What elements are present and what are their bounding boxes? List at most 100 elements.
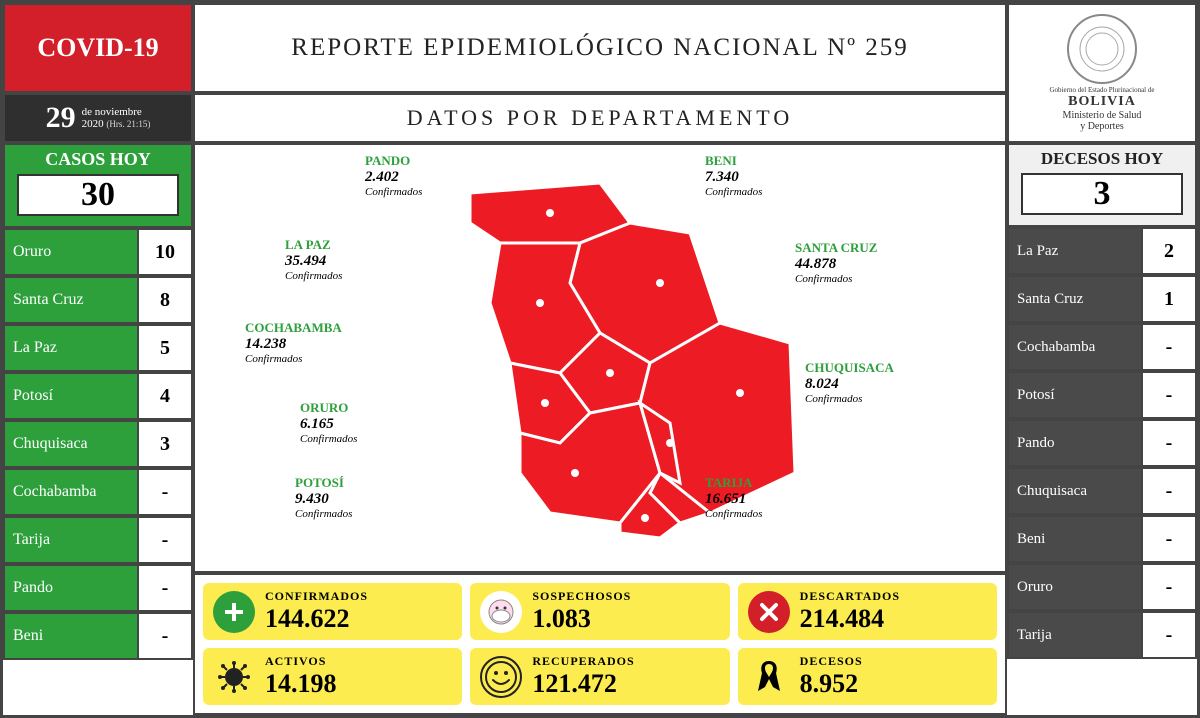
stat-value: 214.484	[800, 604, 900, 634]
stat-value: 14.198	[265, 669, 337, 699]
map-dept-count: 8.024	[805, 376, 894, 393]
map-label: PANDO2.402Confirmados	[365, 153, 422, 198]
map-dept-conf: Confirmados	[295, 508, 352, 520]
map-dept-name: TARIJA	[705, 475, 762, 491]
deaths-row: Oruro-	[1007, 563, 1197, 611]
map-dept-name: CHUQUISACA	[805, 360, 894, 376]
deaths-row-value: -	[1141, 421, 1195, 465]
cases-row: La Paz5	[3, 324, 193, 372]
cases-row: Pando-	[3, 564, 193, 612]
deaths-row-value: 2	[1141, 229, 1195, 273]
x-icon	[748, 591, 790, 633]
cases-row-label: Tarija	[5, 518, 137, 562]
map-label: BENI7.340Confirmados	[705, 153, 762, 198]
stat-card: ACTIVOS14.198	[203, 648, 462, 705]
smile-icon	[480, 656, 522, 698]
stat-title: DESCARTADOS	[800, 589, 900, 604]
deaths-header: DECESOS HOY	[1013, 149, 1191, 169]
deaths-row: Pando-	[1007, 419, 1197, 467]
map-dept-count: 6.165	[300, 416, 357, 433]
deaths-row-label: Cochabamba	[1009, 325, 1141, 369]
deaths-header-wrap: DECESOS HOY 3	[1007, 143, 1197, 227]
map-dept-count: 44.878	[795, 256, 877, 273]
map-dept-conf: Confirmados	[300, 433, 357, 445]
cases-row-label: Cochabamba	[5, 470, 137, 514]
cases-row-label: Pando	[5, 566, 137, 610]
map-dept-name: LA PAZ	[285, 237, 342, 253]
cases-column: CASOS HOY 30 Oruro10Santa Cruz8La Paz5Po…	[3, 143, 193, 715]
cases-row-value: 5	[137, 326, 191, 370]
deaths-row-label: Santa Cruz	[1009, 277, 1141, 321]
date-day: 29	[46, 101, 76, 135]
deaths-row-label: Pando	[1009, 421, 1141, 465]
cases-row: Beni-	[3, 612, 193, 660]
map-dept-conf: Confirmados	[705, 508, 762, 520]
map-label: TARIJA16.651Confirmados	[705, 475, 762, 520]
cases-row: Potosí4	[3, 372, 193, 420]
cases-rows: Oruro10Santa Cruz8La Paz5Potosí4Chuquisa…	[3, 228, 193, 660]
date-block: 29 de noviembre 2020 (Hrs. 21:15)	[3, 93, 193, 143]
map-dept-count: 14.238	[245, 336, 342, 353]
cases-row: Oruro10	[3, 228, 193, 276]
cases-header: CASOS HOY	[9, 149, 187, 170]
deaths-row-value: -	[1141, 373, 1195, 417]
map-dept-name: BENI	[705, 153, 762, 169]
deaths-total: 3	[1021, 173, 1183, 215]
cases-row-label: Potosí	[5, 374, 137, 418]
deaths-column: DECESOS HOY 3 La Paz2Santa Cruz1Cochabam…	[1007, 143, 1197, 715]
cases-row-label: Oruro	[5, 230, 137, 274]
map-label: POTOSÍ9.430Confirmados	[295, 475, 352, 520]
map-dept-conf: Confirmados	[245, 353, 342, 365]
stat-title: DECESOS	[800, 654, 863, 669]
plus-icon	[213, 591, 255, 633]
deaths-row-value: -	[1141, 565, 1195, 609]
cases-row: Santa Cruz8	[3, 276, 193, 324]
map-dept-conf: Confirmados	[705, 186, 762, 198]
cases-row-value: -	[137, 614, 191, 658]
covid-badge: COVID-19	[3, 3, 193, 93]
map-dept-count: 16.651	[705, 491, 762, 508]
cases-row: Cochabamba-	[3, 468, 193, 516]
map-dept-count: 9.430	[295, 491, 352, 508]
cases-row-label: Santa Cruz	[5, 278, 137, 322]
stat-value: 121.472	[532, 669, 634, 699]
stat-title: ACTIVOS	[265, 654, 337, 669]
deaths-row: Potosí-	[1007, 371, 1197, 419]
stat-title: CONFIRMADOS	[265, 589, 368, 604]
map-label: SANTA CRUZ44.878Confirmados	[795, 240, 877, 285]
cases-row-label: Beni	[5, 614, 137, 658]
seal-block: Gobierno del Estado Plurinacional de BOL…	[1007, 3, 1197, 143]
cases-row-value: 8	[137, 278, 191, 322]
deaths-row-value: -	[1141, 325, 1195, 369]
stats-grid: CONFIRMADOS144.622 SOSPECHOSOS1.083 DESCAR…	[193, 573, 1007, 715]
map-label: ORURO6.165Confirmados	[300, 400, 357, 445]
center-column: PANDO2.402Confirmados BENI7.340Confirmado…	[193, 143, 1007, 715]
deaths-row: Beni-	[1007, 515, 1197, 563]
deaths-row: Cochabamba-	[1007, 323, 1197, 371]
ribbon-icon	[748, 656, 790, 698]
map-label: LA PAZ35.494Confirmados	[285, 237, 342, 282]
deaths-row: Chuquisaca-	[1007, 467, 1197, 515]
cases-total: 30	[17, 174, 179, 216]
deaths-row: Santa Cruz1	[1007, 275, 1197, 323]
deaths-row-label: Oruro	[1009, 565, 1141, 609]
stat-value: 1.083	[532, 604, 631, 634]
cases-row-value: -	[137, 470, 191, 514]
deaths-row-label: Beni	[1009, 517, 1141, 561]
stat-card: DESCARTADOS214.484	[738, 583, 997, 640]
subtitle: DATOS POR DEPARTAMENTO	[193, 93, 1007, 143]
deaths-row-value: 1	[1141, 277, 1195, 321]
map-label: COCHABAMBA14.238Confirmados	[245, 320, 342, 365]
cases-row-value: -	[137, 518, 191, 562]
seal-top-text: Gobierno del Estado Plurinacional de	[1050, 86, 1155, 94]
map-dept-name: POTOSÍ	[295, 475, 352, 491]
deaths-row-value: -	[1141, 517, 1195, 561]
report-title: REPORTE EPIDEMIOLÓGICO NACIONAL Nº 259	[193, 3, 1007, 93]
map-dept-name: ORURO	[300, 400, 357, 416]
map-dept-count: 2.402	[365, 169, 422, 186]
deaths-row: Tarija-	[1007, 611, 1197, 659]
cases-row-value: 4	[137, 374, 191, 418]
deaths-row-label: Potosí	[1009, 373, 1141, 417]
stat-value: 144.622	[265, 604, 368, 634]
stat-title: SOSPECHOSOS	[532, 589, 631, 604]
